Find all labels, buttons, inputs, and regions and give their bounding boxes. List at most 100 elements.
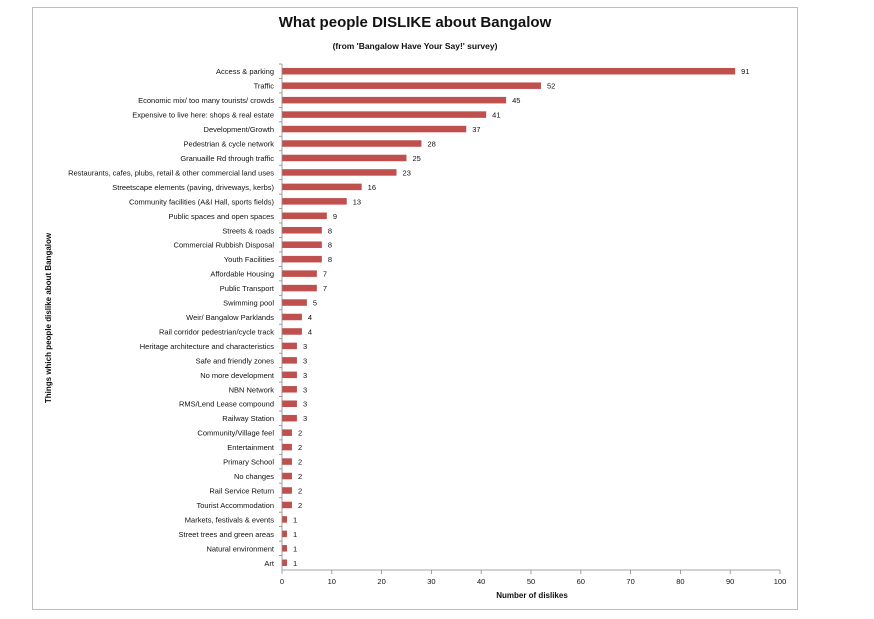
data-label: 45: [512, 96, 520, 105]
category-label: Community/Village feel: [197, 429, 274, 438]
bar: [282, 472, 292, 480]
x-tick-label: 30: [427, 577, 435, 586]
data-label: 9: [333, 212, 337, 221]
data-label: 1: [293, 559, 297, 568]
category-label: Economic mix/ too many tourists/ crowds: [138, 96, 274, 105]
bar: [282, 328, 302, 335]
category-label: Railway Station: [222, 414, 274, 423]
category-label: Traffic: [254, 82, 275, 91]
data-label: 2: [298, 443, 302, 452]
bar: [282, 487, 292, 494]
axes-layer: Access & parking Traffic Economic mix/ too…: [68, 63, 787, 586]
bar: [282, 386, 297, 393]
data-label: 3: [303, 385, 307, 394]
bar: [282, 313, 302, 321]
bar: [282, 429, 292, 436]
category-label: Natural environment: [206, 544, 274, 553]
data-label: 8: [328, 241, 332, 250]
data-label: 3: [303, 356, 307, 365]
bar: [282, 299, 307, 306]
category-label: Affordable Housing: [210, 270, 274, 279]
data-label: 2: [298, 429, 302, 438]
category-label: Public spaces and open spaces: [169, 212, 275, 221]
data-label: 25: [413, 154, 421, 163]
category-label: Markets, festivals & events: [185, 515, 274, 524]
category-label: Streetscape elements (paving, driveways,…: [112, 183, 274, 192]
category-label: Public Transport: [220, 284, 275, 293]
category-label: Restaurants, cafes, plubs, retail & othe…: [68, 168, 274, 177]
x-axis-title: Number of dislikes: [496, 591, 568, 600]
category-label: Commercial Rubbish Disposal: [174, 241, 275, 250]
bar: [282, 545, 287, 552]
category-label: Pedestrian & cycle network: [184, 140, 275, 149]
chart-subtitle: (from 'Bangalow Have Your Say!' survey): [332, 41, 498, 51]
bar: [282, 111, 487, 118]
category-label: Development/Growth: [204, 125, 274, 134]
bars-layer: 9152454137282523161398887754433333322222…: [282, 67, 750, 568]
bar: [282, 96, 507, 104]
category-label: Expensive to live here: shops & real est…: [132, 111, 274, 120]
category-label: Access & parking: [216, 67, 274, 76]
data-label: 2: [298, 501, 302, 510]
bar: [282, 284, 317, 292]
category-label: Weir/ Bangalow Parklands: [186, 313, 274, 322]
bar: [282, 501, 292, 509]
bar: [282, 82, 541, 89]
category-label: No changes: [234, 472, 274, 481]
category-label: Swimming pool: [223, 299, 274, 308]
bar: [282, 154, 407, 162]
category-label: Rail Service Return: [209, 486, 274, 495]
bar: [282, 140, 422, 147]
bar: [282, 241, 322, 248]
category-label: Streets & roads: [222, 226, 274, 235]
data-label: 3: [303, 342, 307, 351]
bar: [282, 443, 292, 451]
data-label: 23: [403, 168, 411, 177]
bar: [282, 414, 297, 422]
category-label: Granuaille Rd through traffic: [180, 154, 274, 163]
category-label: Community facilities (A&I Hall, sports f…: [129, 197, 275, 206]
data-label: 41: [492, 111, 500, 120]
category-label: Art: [264, 559, 275, 568]
x-tick-label: 20: [377, 577, 385, 586]
data-label: 2: [298, 458, 302, 467]
category-label: Safe and friendly zones: [196, 356, 275, 365]
bar: [282, 530, 287, 538]
bar: [282, 559, 287, 567]
data-label: 91: [741, 67, 749, 76]
bar: [282, 125, 467, 133]
data-label: 37: [472, 125, 480, 134]
x-tick-label: 70: [626, 577, 634, 586]
bar: [282, 371, 297, 379]
data-label: 7: [323, 284, 327, 293]
x-tick-label: 90: [726, 577, 734, 586]
data-label: 8: [328, 226, 332, 235]
data-label: 52: [547, 82, 555, 91]
data-label: 8: [328, 255, 332, 264]
data-label: 3: [303, 400, 307, 409]
x-tick-label: 40: [477, 577, 485, 586]
data-label: 1: [293, 530, 297, 539]
data-label: 16: [368, 183, 376, 192]
category-label: Tourist Accommodation: [196, 501, 274, 510]
bar: [282, 198, 347, 205]
category-label: NBN Network: [229, 385, 275, 394]
bar: [282, 227, 322, 234]
bar: [282, 169, 397, 176]
data-label: 13: [353, 197, 361, 206]
data-label: 3: [303, 371, 307, 380]
x-tick-label: 80: [676, 577, 684, 586]
bar: [282, 516, 287, 523]
bar: [282, 458, 292, 465]
x-tick-label: 0: [280, 577, 284, 586]
data-label: 2: [298, 472, 302, 481]
x-tick-label: 100: [774, 577, 787, 586]
category-label: Street trees and green areas: [179, 530, 275, 539]
data-label: 3: [303, 414, 307, 423]
data-label: 2: [298, 486, 302, 495]
x-tick-label: 10: [328, 577, 336, 586]
category-label: Primary School: [223, 458, 274, 467]
x-tick-label: 60: [577, 577, 585, 586]
data-label: 4: [308, 327, 312, 336]
